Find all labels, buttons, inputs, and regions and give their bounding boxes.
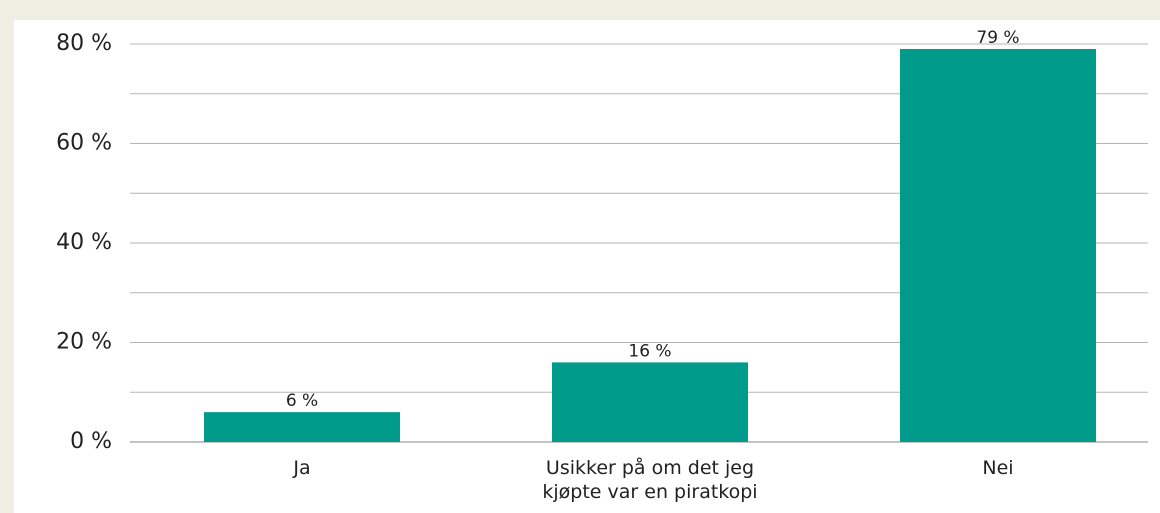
bar	[900, 48, 1096, 442]
x-tick-label: Nei	[982, 457, 1014, 479]
data-label: 79 %	[976, 28, 1019, 48]
y-tick-label: 60 %	[56, 131, 112, 156]
bar	[204, 412, 400, 442]
data-label: 6 %	[286, 391, 318, 411]
data-label: 16 %	[628, 341, 671, 361]
y-tick-label: 20 %	[56, 330, 112, 355]
y-tick-label: 40 %	[56, 230, 112, 255]
bar	[552, 362, 748, 442]
x-tick-label: Ja	[293, 457, 311, 479]
x-tick-label: Usikker på om det jeg kjøpte var en pira…	[542, 457, 758, 503]
y-tick-label: 80 %	[56, 31, 112, 56]
y-tick-label: 0 %	[70, 429, 112, 454]
